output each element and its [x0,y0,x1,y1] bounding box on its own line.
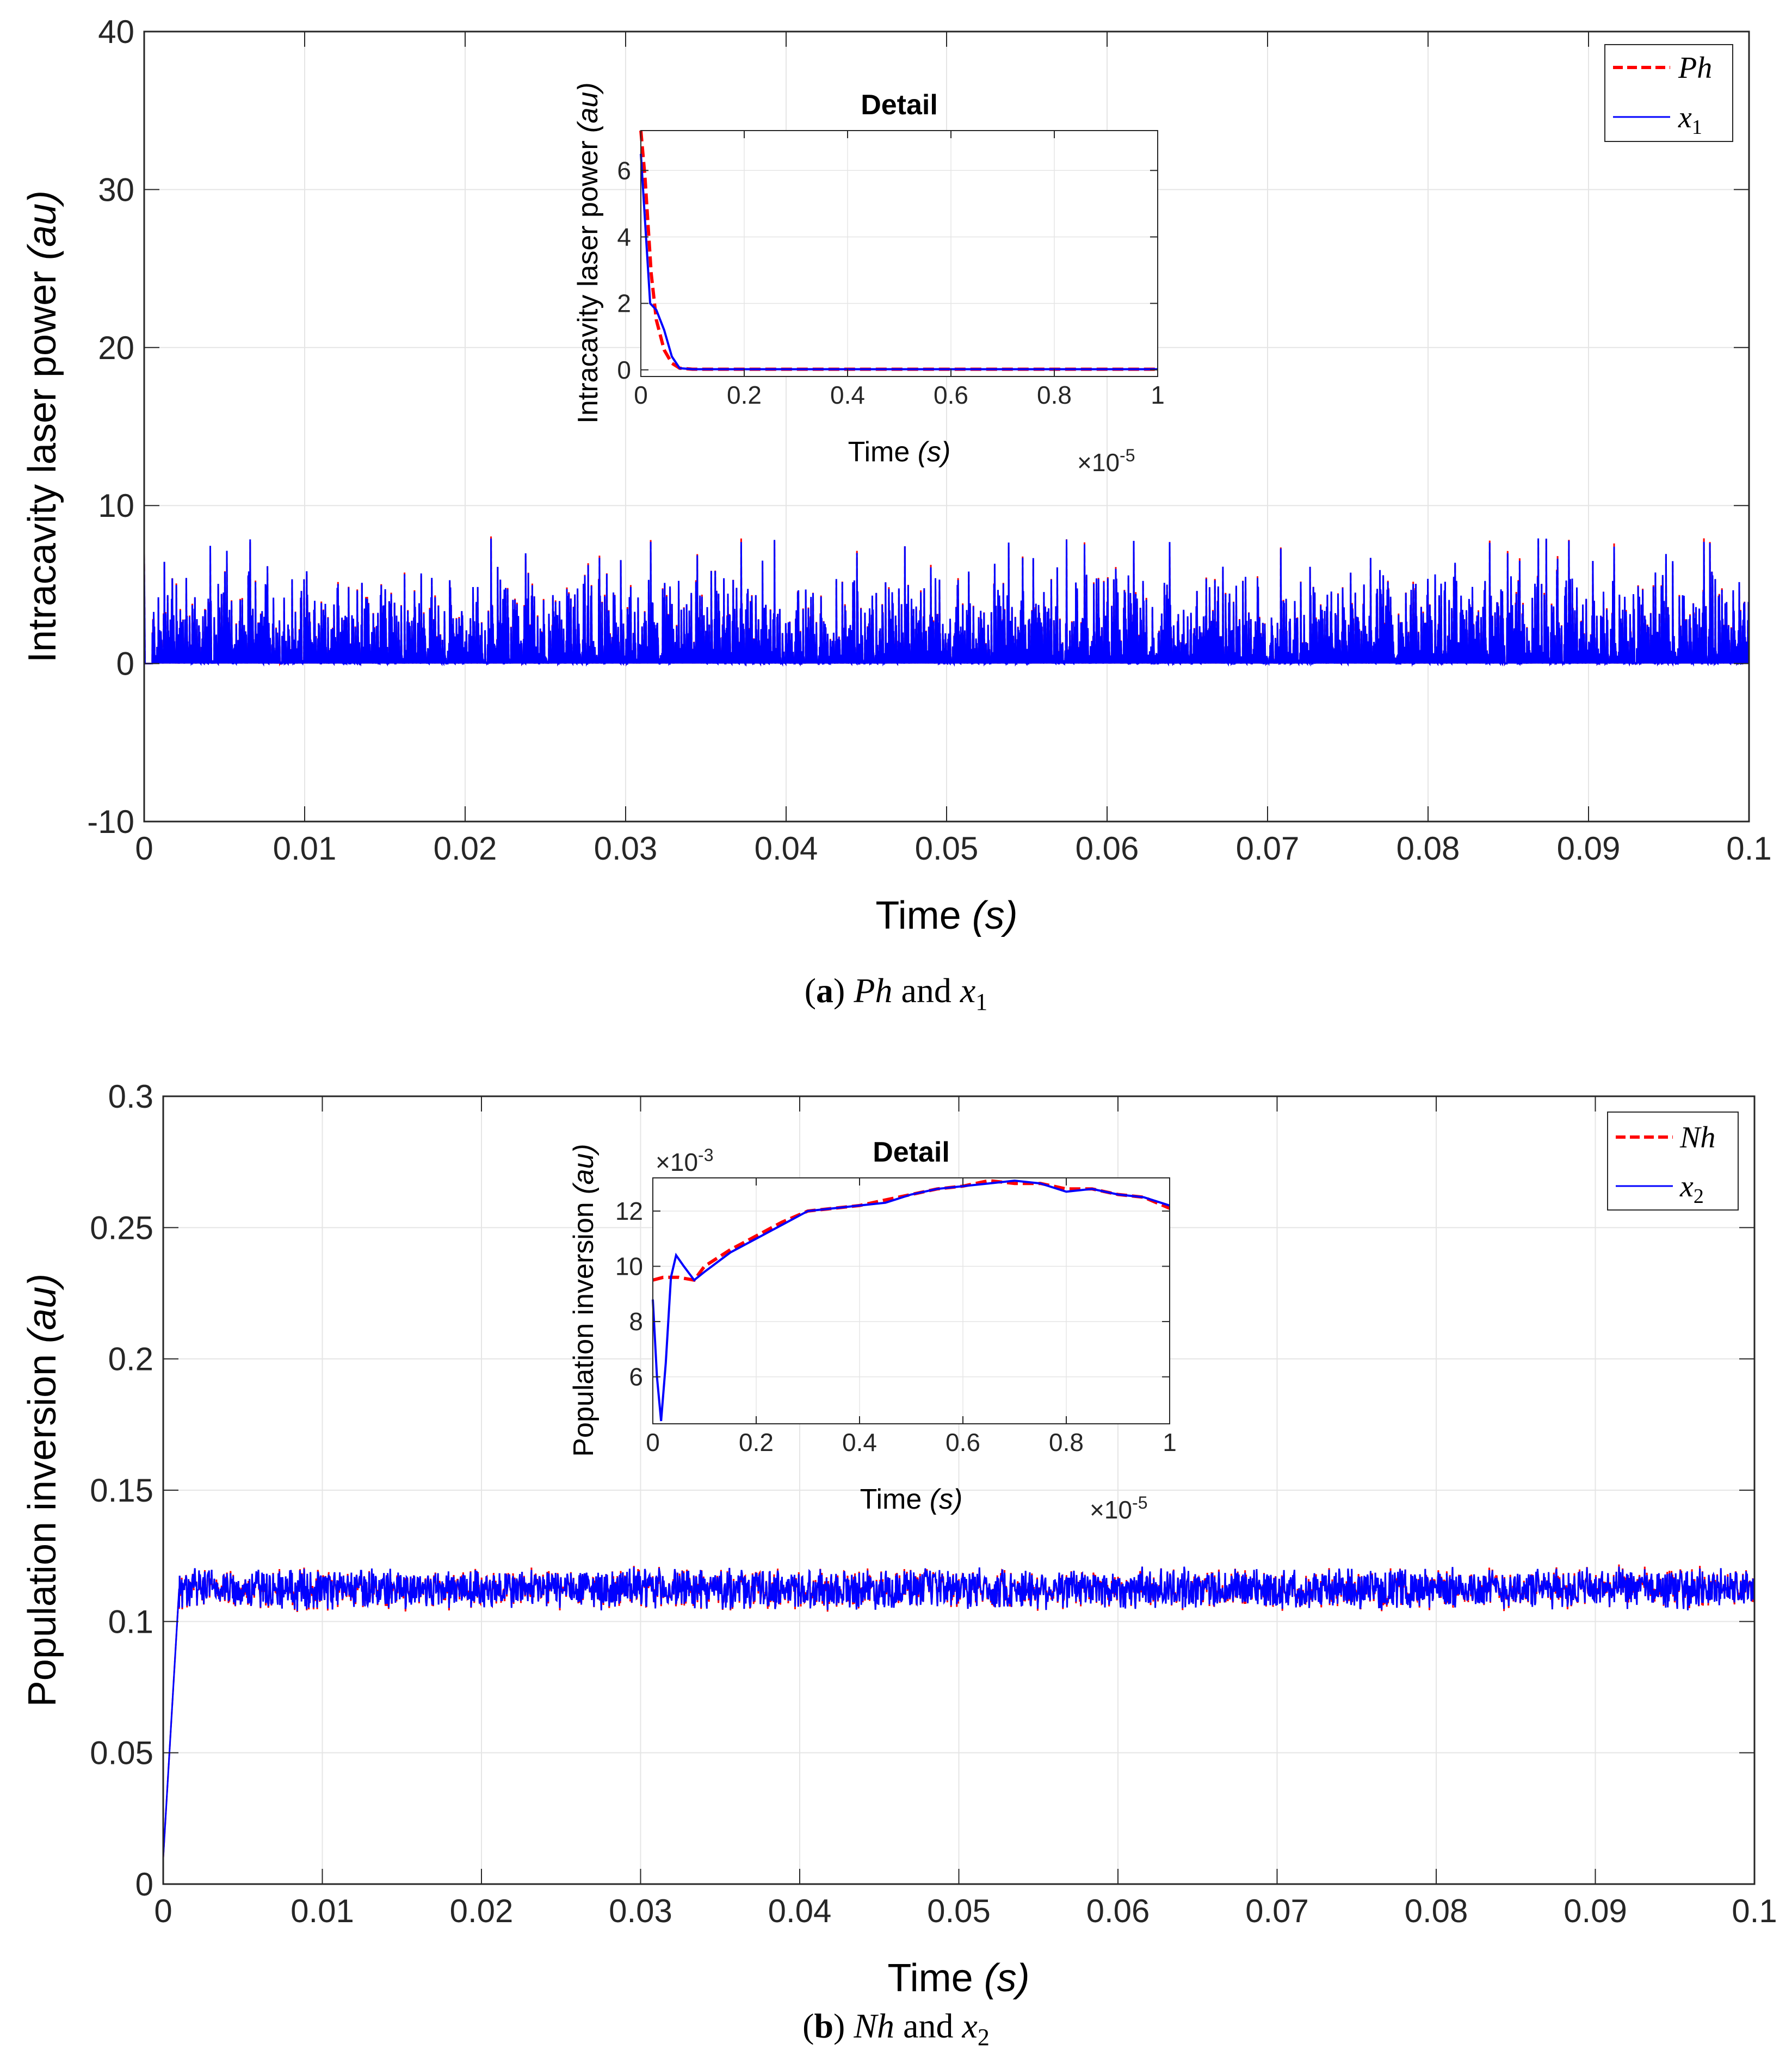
panel-a-inset-x-ticks: 0 0.2 0.4 0.6 0.8 1 [634,131,1165,409]
y-tick-label: 20 [98,330,134,366]
panel-b-y-axis-label: Population inversion (au) [21,1274,64,1707]
y-tick-label: 10 [615,1252,643,1281]
x-tick-label: 0.06 [1086,1893,1150,1929]
x-tick-label: 0.2 [739,1428,774,1456]
y-tick-label: 0.05 [90,1735,153,1771]
y-tick-label: 10 [98,487,134,524]
x-tick-label: 0.05 [927,1893,991,1929]
y-tick-label: 0.2 [108,1341,153,1378]
x-tick-label: 0.07 [1236,830,1300,867]
panel-b-inset-y-ticks: 6 8 10 12 [615,1197,1170,1391]
x-tick-label: 0.06 [1076,830,1139,867]
y-tick-label: 0.25 [90,1209,153,1246]
x-tick-label: 0.02 [450,1893,514,1929]
x-tick-label: 0.08 [1405,1893,1468,1929]
panel-b-inset-x-ticks: 0 0.2 0.4 0.6 0.8 1 [646,1178,1177,1456]
panel-b-inset-background [653,1178,1170,1424]
x-tick-label: 0 [154,1893,172,1929]
x-tick-label: 0.01 [291,1893,354,1929]
x-tick-label: 0.02 [434,830,497,867]
x-tick-label: 0.03 [609,1893,672,1929]
y-tick-label: 12 [615,1197,643,1225]
panel-a: 0 0.01 0.02 0.03 0.04 0.05 0.06 0.07 0.08 0.09 0.1… [21,14,1772,1015]
y-tick-label: 30 [98,171,134,208]
x-tick-label: 0.07 [1245,1893,1309,1929]
x-tick-label: 0 [646,1428,660,1456]
panel-a-inset: 0 0.2 0.4 0.6 0.8 1 0 2 4 6 Detail Time (s) ×10-… [572,82,1165,477]
y-tick-label: 0 [116,646,134,682]
panel-a-inset-background [641,131,1158,376]
x-tick-label: 0.04 [768,1893,832,1929]
panel-b-inset-y-exponent: ×10-3 [656,1145,713,1176]
panel-b-inset: 0 0.2 0.4 0.6 0.8 1 6 8 10 12 Detail ×10-3 Time … [568,1137,1177,1524]
x-tick-label: 1 [1163,1428,1177,1456]
y-tick-label: 0 [135,1866,153,1903]
x-tick-label: 0.08 [1396,830,1460,867]
panel-a-solid-trace [143,538,1750,667]
panel-b-inset-y-label: Population inversion (au) [568,1144,600,1456]
panel-b-inset-x-exponent: ×10-5 [1090,1493,1147,1524]
x-tick-label: 0.8 [1049,1428,1084,1456]
x-tick-label: 0 [634,381,648,409]
panel-a-inset-x-exponent: ×10-5 [1077,446,1135,477]
panel-b-inset-title: Detail [873,1137,950,1168]
x-tick-label: 0.09 [1564,1893,1627,1929]
panel-a-inset-y-label: Intracavity laser power (au) [572,82,604,423]
panel-a-caption: (a) Ph and x1 [805,971,988,1015]
x-tick-label: 0.6 [946,1428,980,1456]
panel-b-legend-box [1607,1112,1739,1211]
panel-b-inset-solid-trace [652,1180,1170,1422]
panel-b-x-axis-label: Time (s) [887,1956,1029,2000]
legend-label-nh: Nh [1679,1121,1715,1154]
x-tick-label: 0.01 [273,830,337,867]
x-tick-label: 1 [1151,381,1165,409]
panel-b-legend: Nh x2 [1607,1112,1739,1211]
panel-a-legend-box [1604,44,1733,142]
y-tick-label: 6 [629,1363,643,1391]
y-tick-label: 0 [617,356,631,384]
y-tick-label: 2 [617,289,631,318]
panel-b-caption: (b) Nh and x2 [802,2006,990,2051]
panel-b-y-ticks: 0 0.05 0.1 0.15 0.2 0.25 0.3 [90,1078,1754,1903]
legend-label-ph: Ph [1678,51,1712,85]
x-tick-label: 0 [135,830,153,867]
panel-b-solid-trace [162,1566,1755,1858]
x-tick-label: 0.04 [755,830,818,867]
y-tick-label: 0.3 [108,1078,153,1115]
x-tick-label: 0.8 [1037,381,1072,409]
x-tick-label: 0.4 [830,381,865,409]
y-tick-label: 0.15 [90,1472,153,1509]
panel-b: 0 0.01 0.02 0.03 0.04 0.05 0.06 0.07 0.08 0.09 0.1… [21,1078,1777,2051]
x-tick-label: 0.4 [842,1428,877,1456]
panel-a-x-ticks: 0 0.01 0.02 0.03 0.04 0.05 0.06 0.07 0.08 0.09 0.1 [135,32,1772,867]
panel-a-legend: Ph x1 [1604,44,1733,142]
x-tick-label: 0.09 [1557,830,1621,867]
x-tick-label: 0.6 [934,381,968,409]
panel-b-x-ticks: 0 0.01 0.02 0.03 0.04 0.05 0.06 0.07 0.08 0.09 0.1 [154,1096,1777,1929]
panel-a-inset-axes-box [640,130,1158,377]
x-tick-label: 0.1 [1732,1893,1777,1929]
y-tick-label: 8 [629,1307,643,1336]
y-tick-label: 40 [98,14,134,50]
panel-b-inset-dashed-trace [652,1179,1171,1282]
panel-a-x-axis-label: Time (s) [875,894,1017,937]
x-tick-label: 0.2 [727,381,762,409]
panel-a-inset-x-label: Time (s) [848,436,951,468]
y-tick-label: -10 [87,804,134,840]
x-tick-label: 0.05 [915,830,979,867]
y-tick-label: 6 [617,156,631,184]
panel-b-inset-axes-box [652,1177,1170,1424]
x-tick-label: 0.1 [1726,830,1771,867]
panel-a-inset-y-ticks: 0 2 4 6 [617,156,1158,384]
x-tick-label: 0.03 [594,830,658,867]
panel-a-inset-title: Detail [861,89,938,121]
y-tick-label: 0.1 [108,1603,153,1640]
panel-a-y-axis-label: Intracavity laser power (au) [21,190,64,663]
y-tick-label: 4 [617,223,631,251]
panel-b-inset-x-label: Time (s) [860,1484,963,1515]
